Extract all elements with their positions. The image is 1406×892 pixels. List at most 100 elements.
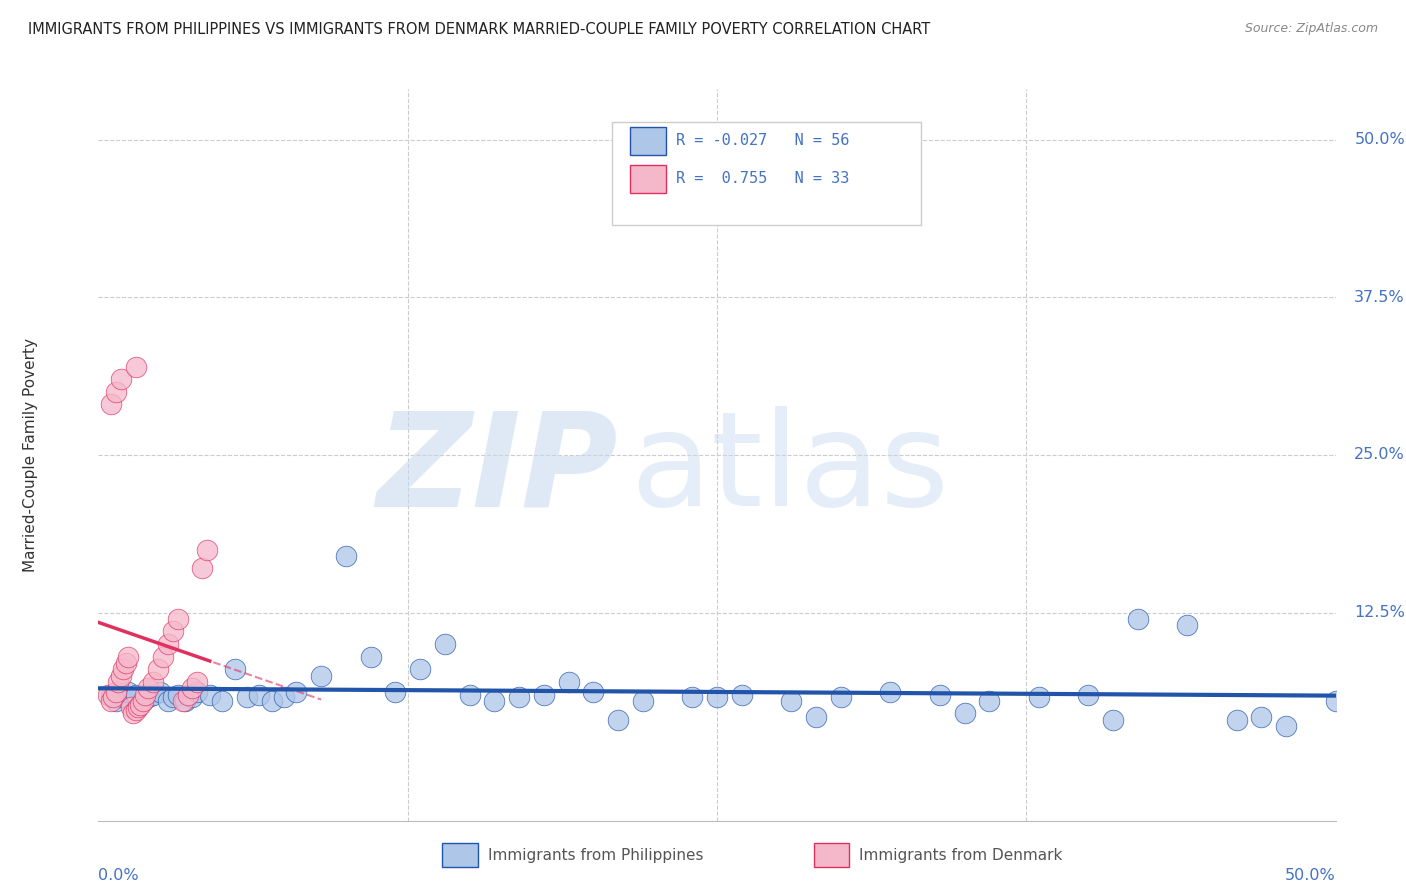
Point [117,649,139,664]
Text: 37.5%: 37.5% [1354,290,1405,305]
Point [174,694,197,708]
Point [122,706,145,721]
Point [195,542,218,557]
Point [247,688,270,702]
Point [127,700,149,714]
Point [181,690,204,704]
Point [309,668,332,682]
Point [110,668,132,682]
Point [360,649,382,664]
Text: R =  0.755   N = 33: R = 0.755 N = 33 [676,171,849,186]
Point [458,688,481,702]
Point [152,649,174,664]
Point [166,688,188,702]
Text: IMMIGRANTS FROM PHILIPPINES VS IMMIGRANTS FROM DENMARK MARRIED-COUPLE FAMILY POV: IMMIGRANTS FROM PHILIPPINES VS IMMIGRANT… [28,22,931,37]
Point [260,694,283,708]
Text: 50.0%: 50.0% [1285,868,1336,883]
Point [1226,713,1249,727]
Text: R = -0.027   N = 56: R = -0.027 N = 56 [676,133,849,148]
Point [186,685,208,699]
Point [186,674,208,689]
Point [211,694,233,708]
Point [1028,690,1050,704]
Point [134,688,156,702]
Point [129,698,152,712]
Point [124,359,146,374]
FancyBboxPatch shape [814,843,849,867]
Point [104,384,127,399]
Point [132,694,155,708]
Point [124,703,146,717]
Point [104,685,127,699]
Point [166,612,188,626]
Point [176,688,198,702]
Point [103,690,125,704]
Point [804,710,827,724]
Point [142,674,165,689]
Point [1324,694,1347,708]
Point [928,688,950,702]
Point [582,685,605,699]
Point [1275,719,1298,733]
Point [162,624,184,639]
Point [1102,713,1125,727]
Point [132,694,155,708]
Point [224,662,246,676]
Text: atlas: atlas [630,406,949,533]
Point [107,674,129,689]
Point [830,690,852,704]
Point [181,681,204,696]
FancyBboxPatch shape [443,843,478,867]
Point [533,688,555,702]
Text: Immigrants from Philippines: Immigrants from Philippines [488,847,703,863]
Point [236,690,259,704]
Point [110,372,132,386]
FancyBboxPatch shape [630,127,666,155]
Point [104,694,127,708]
Point [146,662,169,676]
Text: 25.0%: 25.0% [1354,448,1405,462]
Point [136,690,159,704]
Point [953,706,976,721]
Point [172,694,194,708]
Point [124,688,146,702]
Point [156,637,179,651]
Point [731,688,754,702]
Point [112,690,135,704]
Point [681,690,703,704]
Point [780,694,803,708]
Point [631,694,654,708]
Point [142,688,165,702]
Text: ZIP: ZIP [377,406,619,533]
Point [409,662,432,676]
Point [879,685,901,699]
Point [120,700,142,714]
Text: 50.0%: 50.0% [1354,132,1405,147]
Point [1126,612,1149,626]
Point [100,397,122,411]
Text: Immigrants from Denmark: Immigrants from Denmark [859,847,1063,863]
FancyBboxPatch shape [630,164,666,193]
Point [433,637,456,651]
Point [100,688,122,702]
Point [114,656,136,670]
Text: Married-Couple Family Poverty: Married-Couple Family Poverty [22,338,38,572]
Point [112,662,135,676]
Point [508,690,530,704]
Point [273,690,295,704]
Point [162,690,184,704]
Point [1175,618,1198,632]
Point [100,694,122,708]
Point [384,685,406,699]
Text: 12.5%: 12.5% [1354,605,1405,620]
Point [285,685,308,699]
Point [706,690,728,704]
Point [191,561,214,575]
Point [156,694,179,708]
Point [1250,710,1272,724]
Text: Source: ZipAtlas.com: Source: ZipAtlas.com [1244,22,1378,36]
Point [198,688,221,702]
Point [557,674,579,689]
Point [979,694,1001,708]
Point [484,694,506,708]
